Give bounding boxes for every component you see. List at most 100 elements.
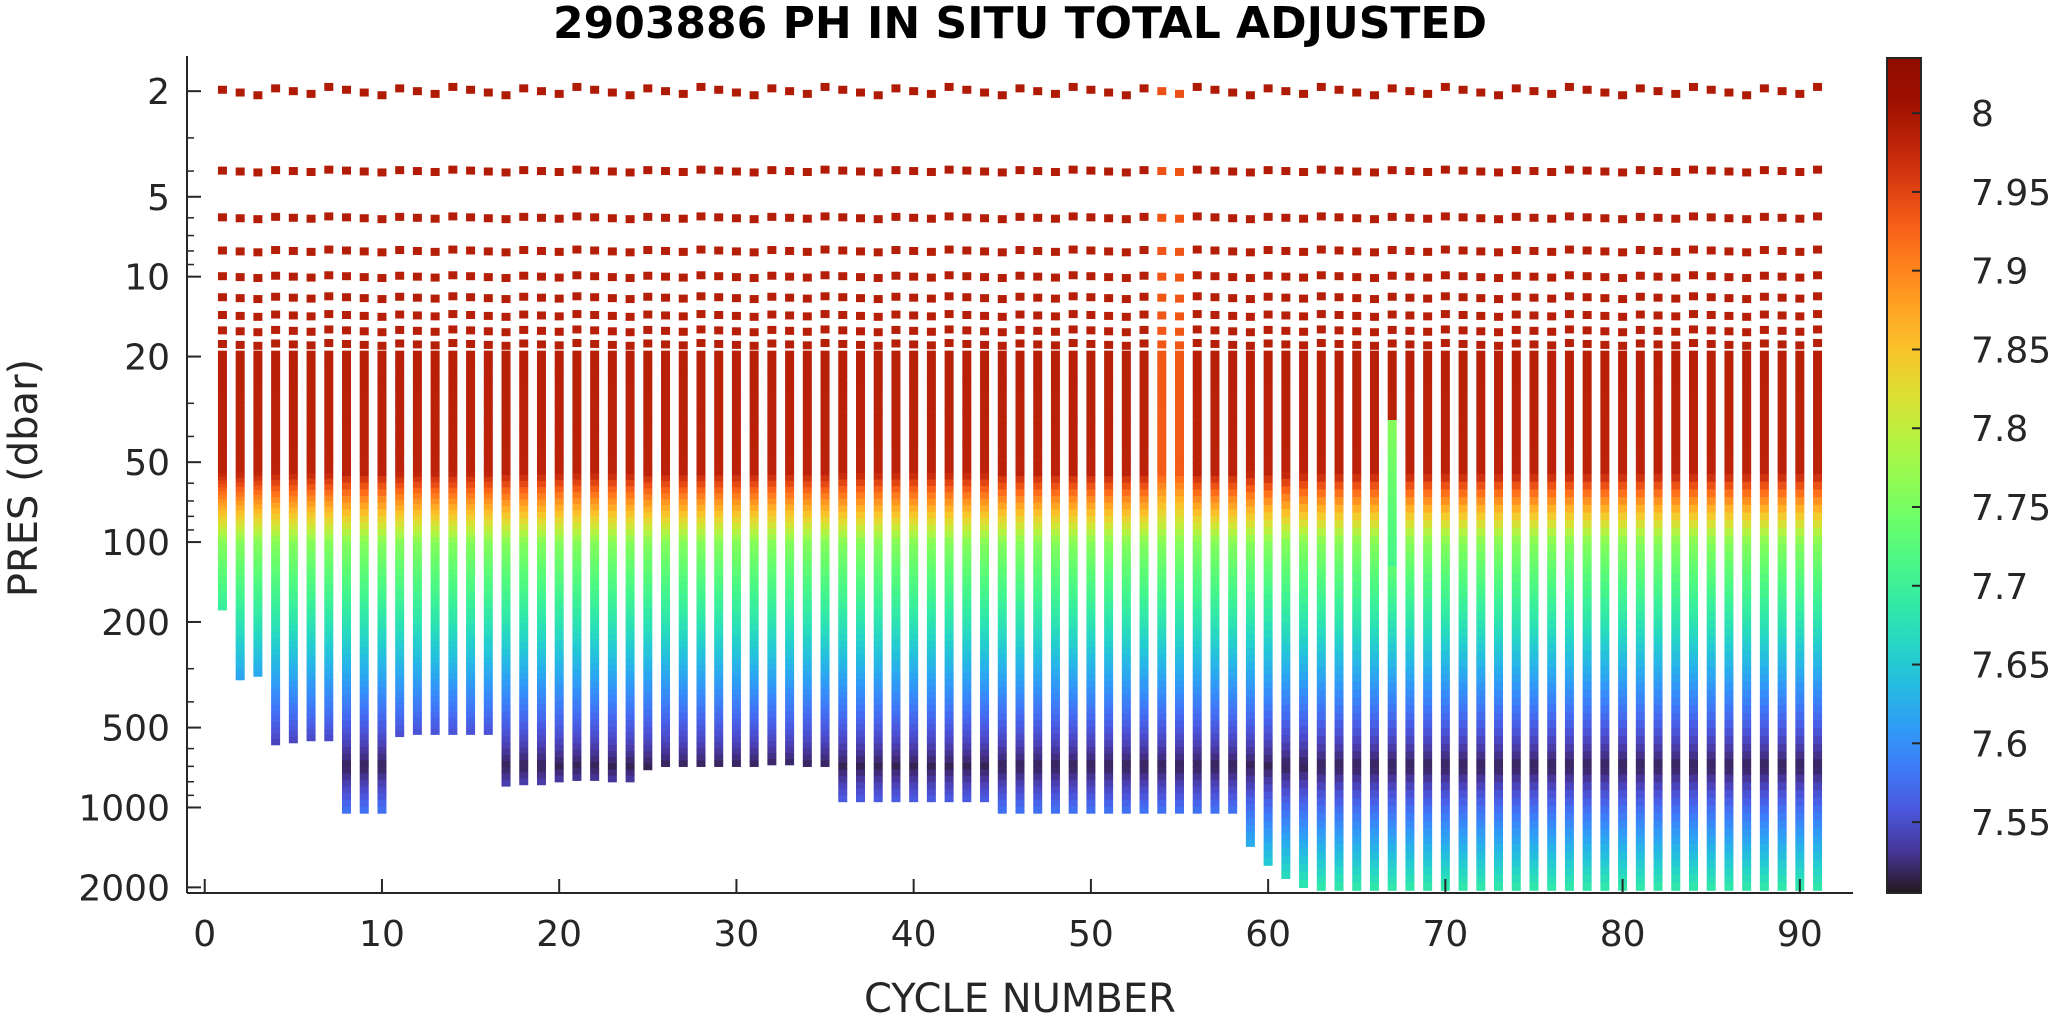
data-cell (1157, 647, 1167, 656)
data-cell (430, 591, 440, 598)
data-cell (1121, 403, 1131, 411)
data-cell (607, 652, 617, 660)
data-cell (696, 421, 706, 429)
data-cell (1281, 478, 1291, 487)
data-cell (1050, 377, 1060, 385)
data-cell (1139, 509, 1149, 517)
data-cell (1299, 772, 1309, 781)
data-cell (661, 582, 671, 589)
data-cell (696, 748, 706, 756)
data-cell (980, 762, 990, 770)
data-cell (678, 522, 688, 530)
data-cell (873, 415, 883, 423)
data-cell (324, 723, 334, 731)
data-cell (926, 769, 936, 777)
data-cell (306, 707, 316, 714)
data-cell (536, 666, 546, 674)
data-cell (1299, 619, 1309, 628)
data-cell (590, 571, 600, 579)
data-cell (838, 762, 848, 770)
data-cell (1175, 773, 1185, 781)
data-cell (909, 659, 919, 667)
data-cell (466, 652, 476, 659)
data-cell (1086, 429, 1096, 438)
data-cell (359, 363, 369, 372)
data-cell (661, 380, 671, 387)
data-cell (1281, 689, 1291, 699)
data-cell (430, 564, 440, 571)
data-cell (838, 646, 848, 655)
data-cell (288, 692, 298, 699)
data-cell (1175, 476, 1185, 484)
data-cell (1050, 753, 1060, 761)
data-cell (731, 294, 741, 303)
data-cell (342, 529, 352, 537)
data-cell (980, 466, 990, 474)
data-cell (271, 542, 281, 549)
data-cell (749, 421, 759, 429)
data-cell (873, 357, 883, 365)
data-cell (731, 404, 741, 411)
data-cell (1245, 655, 1255, 663)
data-cell (855, 730, 865, 738)
data-cell (1334, 310, 1344, 319)
data-cell (1316, 774, 1326, 783)
data-cell (1263, 416, 1273, 425)
data-cell (412, 646, 422, 653)
data-cell (1050, 634, 1060, 642)
data-cell (235, 642, 245, 648)
data-cell (678, 327, 688, 336)
data-cell (838, 376, 848, 384)
data-cell (997, 634, 1007, 642)
data-cell (501, 723, 511, 731)
data-cell (607, 744, 617, 752)
data-cell (1033, 246, 1043, 255)
data-cell (997, 707, 1007, 715)
data-cell (217, 383, 227, 389)
data-cell (1175, 423, 1185, 431)
data-cell (288, 340, 298, 349)
data-cell (696, 647, 706, 655)
data-cell (944, 518, 954, 526)
data-cell (1210, 700, 1220, 709)
data-cell (661, 499, 671, 506)
data-cell (430, 427, 440, 434)
data-cell (324, 634, 334, 641)
data-cell (678, 475, 688, 482)
data-cell (572, 399, 582, 407)
data-cell (324, 590, 334, 597)
data-cell (678, 445, 688, 453)
data-cell (1086, 753, 1096, 761)
data-cell (1210, 621, 1220, 629)
data-cell (1316, 512, 1326, 521)
data-cell (1050, 482, 1060, 490)
data-cell (1281, 546, 1291, 555)
data-cell (1157, 753, 1167, 761)
data-cell (1316, 697, 1326, 706)
data-cell (1086, 674, 1096, 682)
data-cell (1050, 581, 1060, 590)
data-cell (1299, 864, 1309, 873)
data-cell (1068, 292, 1078, 301)
data-cell (235, 515, 245, 521)
data-cell (430, 619, 440, 626)
data-cell (661, 439, 671, 447)
data-cell (271, 292, 281, 301)
data-cell (288, 451, 298, 458)
data-cell (891, 246, 901, 255)
data-cell (395, 394, 405, 401)
data-cell (696, 475, 706, 482)
data-cell (625, 430, 635, 438)
data-cell (1104, 588, 1114, 596)
data-cell (359, 350, 369, 358)
data-cell (1175, 720, 1185, 728)
data-cell (1192, 423, 1202, 431)
data-cell (1245, 274, 1255, 283)
data-cell (412, 378, 422, 385)
data-cell (714, 748, 724, 756)
data-cell (838, 479, 848, 487)
data-cell (1228, 575, 1238, 583)
data-cell (625, 732, 635, 740)
data-cell (944, 795, 954, 803)
data-cell (891, 415, 901, 423)
